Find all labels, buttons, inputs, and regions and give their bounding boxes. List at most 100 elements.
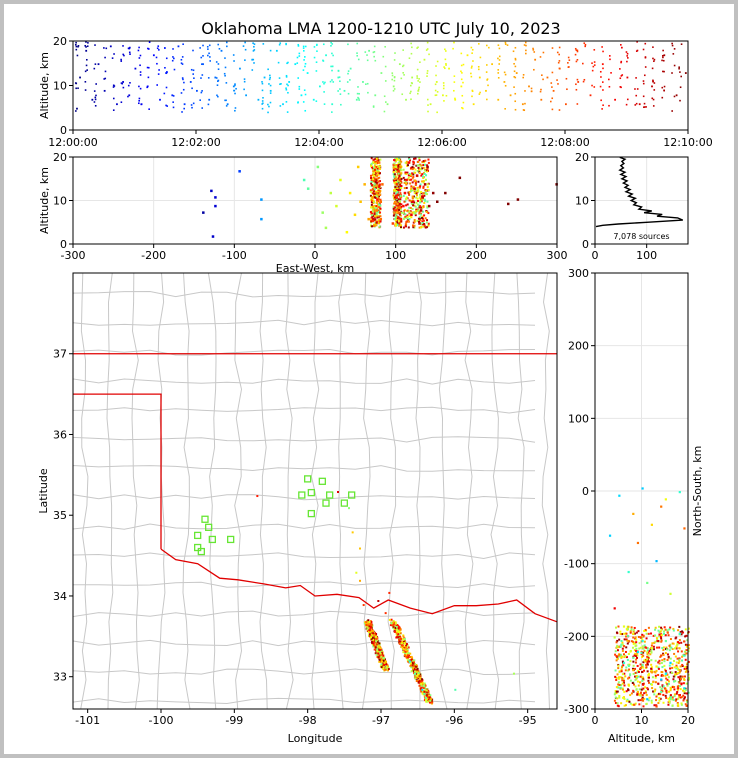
source-point: [409, 659, 412, 662]
source-point: [523, 44, 526, 46]
source-point: [618, 696, 621, 699]
source-point: [373, 644, 376, 647]
source-point: [412, 195, 415, 198]
source-point: [94, 98, 97, 101]
source-point: [97, 63, 100, 66]
source-point: [421, 160, 424, 163]
source-point: [522, 109, 525, 111]
source-point: [664, 498, 667, 501]
source-point: [339, 93, 342, 95]
source-point: [687, 644, 690, 647]
source-point: [262, 43, 265, 45]
source-point: [419, 676, 422, 679]
source-point: [636, 676, 639, 679]
source-point: [400, 196, 403, 199]
source-point: [234, 84, 236, 87]
station-marker: [348, 491, 356, 499]
source-point: [120, 101, 123, 104]
source-point: [121, 82, 124, 85]
source-point: [678, 657, 681, 660]
source-point: [330, 41, 332, 44]
source-point: [430, 697, 433, 700]
source-point: [419, 673, 422, 676]
source-point: [635, 77, 637, 79]
source-point: [445, 64, 447, 66]
x-tick-label: 300: [547, 249, 568, 262]
source-point: [640, 651, 643, 654]
source-point: [664, 628, 667, 631]
source-point: [399, 224, 402, 227]
source-point: [664, 668, 667, 671]
source-point: [675, 667, 678, 670]
source-point: [668, 664, 671, 667]
source-point: [658, 659, 661, 662]
time-height-panel: 12:00:00 12:02:00 12:04:00 12:06:00 12:08:00…: [38, 35, 713, 149]
source-point: [396, 216, 399, 219]
source-point: [452, 47, 454, 50]
source-point: [379, 215, 382, 218]
source-point: [423, 194, 426, 197]
source-point: [369, 189, 372, 192]
source-point: [399, 226, 402, 229]
source-point: [267, 111, 269, 114]
source-point: [422, 160, 425, 163]
source-point: [423, 690, 426, 693]
source-point: [422, 181, 425, 184]
source-point: [673, 64, 676, 67]
source-point: [232, 85, 235, 88]
source-point: [402, 168, 405, 171]
source-point: [631, 667, 634, 670]
source-point: [414, 179, 417, 182]
source-point: [356, 54, 359, 57]
source-point: [426, 72, 429, 75]
source-point: [614, 696, 617, 699]
source-point: [220, 49, 223, 52]
source-point: [362, 604, 365, 607]
source-point: [414, 157, 417, 160]
source-point: [657, 629, 660, 632]
source-point: [415, 201, 418, 204]
x-tick-label: -200: [141, 249, 166, 262]
source-point: [657, 640, 660, 643]
source-point: [629, 660, 632, 663]
source-point: [665, 696, 668, 699]
source-point: [485, 71, 488, 73]
source-point: [622, 645, 626, 648]
source-point: [122, 81, 124, 83]
source-point: [372, 184, 375, 187]
source-point: [139, 54, 142, 57]
source-point: [600, 76, 602, 78]
source-point: [675, 94, 678, 97]
source-point: [370, 201, 373, 204]
source-point: [633, 626, 636, 629]
source-point: [146, 86, 148, 89]
source-point: [645, 646, 648, 649]
source-point: [379, 180, 382, 183]
source-point: [372, 178, 375, 181]
source-point: [669, 657, 672, 660]
source-point: [356, 42, 359, 45]
source-point: [678, 693, 681, 696]
source-point: [394, 206, 397, 209]
source-point: [625, 690, 628, 693]
x-tick-label: -100: [222, 249, 247, 262]
source-point: [365, 624, 368, 627]
source-point: [225, 99, 227, 102]
source-point: [660, 639, 663, 642]
source-point: [414, 205, 417, 208]
source-point: [419, 197, 422, 200]
source-point: [375, 643, 378, 646]
source-point: [620, 75, 623, 77]
source-point: [395, 196, 399, 199]
source-point: [659, 630, 662, 633]
source-point: [422, 185, 425, 188]
source-point: [395, 628, 398, 631]
source-point: [643, 640, 646, 643]
source-point: [376, 655, 379, 658]
source-point: [375, 162, 378, 165]
source-point: [116, 103, 118, 106]
source-point: [593, 61, 596, 63]
source-point: [462, 81, 464, 84]
source-point: [285, 74, 288, 77]
source-point: [378, 643, 381, 646]
